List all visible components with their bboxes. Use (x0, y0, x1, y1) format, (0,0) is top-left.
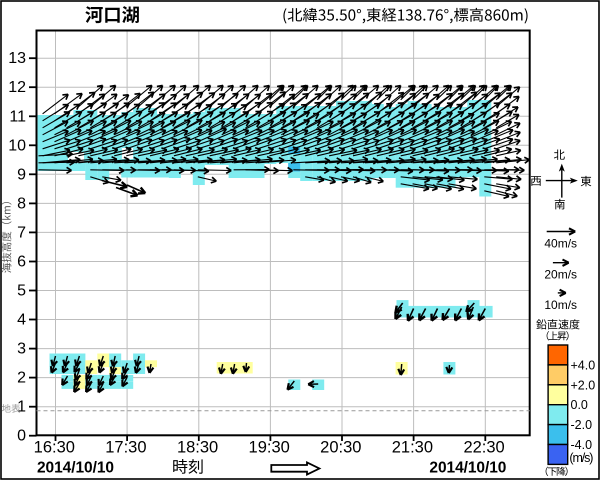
svg-text:8: 8 (17, 195, 26, 212)
svg-text:5: 5 (17, 283, 26, 300)
svg-text:7: 7 (17, 224, 26, 241)
svg-text:22:30: 22:30 (463, 439, 504, 457)
svg-text:2014/10/10: 2014/10/10 (37, 459, 114, 476)
svg-text:+2.0: +2.0 (571, 378, 596, 392)
svg-text:18:30: 18:30 (177, 439, 218, 457)
svg-text:0.0: 0.0 (571, 398, 588, 412)
svg-text:+4.0: +4.0 (571, 358, 596, 372)
svg-text:(m/s): (m/s) (569, 451, 593, 465)
svg-text:10m/s: 10m/s (544, 298, 577, 312)
svg-text:9: 9 (17, 166, 26, 183)
svg-text:-2.0: -2.0 (571, 418, 593, 432)
svg-text:2014/10/10: 2014/10/10 (429, 459, 506, 476)
svg-text:20m/s: 20m/s (544, 268, 577, 282)
svg-text:19:30: 19:30 (249, 439, 290, 457)
svg-text:21:30: 21:30 (392, 439, 433, 457)
svg-text:3: 3 (17, 341, 26, 358)
svg-text:10: 10 (8, 137, 26, 154)
svg-text:12: 12 (8, 79, 26, 96)
svg-text:4: 4 (17, 312, 26, 329)
svg-text:20:30: 20:30 (320, 439, 361, 457)
svg-text:17:30: 17:30 (105, 439, 146, 457)
svg-text:0: 0 (17, 428, 26, 445)
svg-text:2: 2 (17, 370, 26, 387)
svg-text:1: 1 (17, 399, 26, 416)
svg-text:16:30: 16:30 (34, 439, 75, 457)
svg-text:13: 13 (8, 50, 26, 67)
svg-text:-4.0: -4.0 (571, 438, 593, 452)
svg-text:40m/s: 40m/s (544, 237, 577, 251)
svg-text:11: 11 (9, 108, 26, 125)
svg-text:6: 6 (17, 254, 26, 271)
